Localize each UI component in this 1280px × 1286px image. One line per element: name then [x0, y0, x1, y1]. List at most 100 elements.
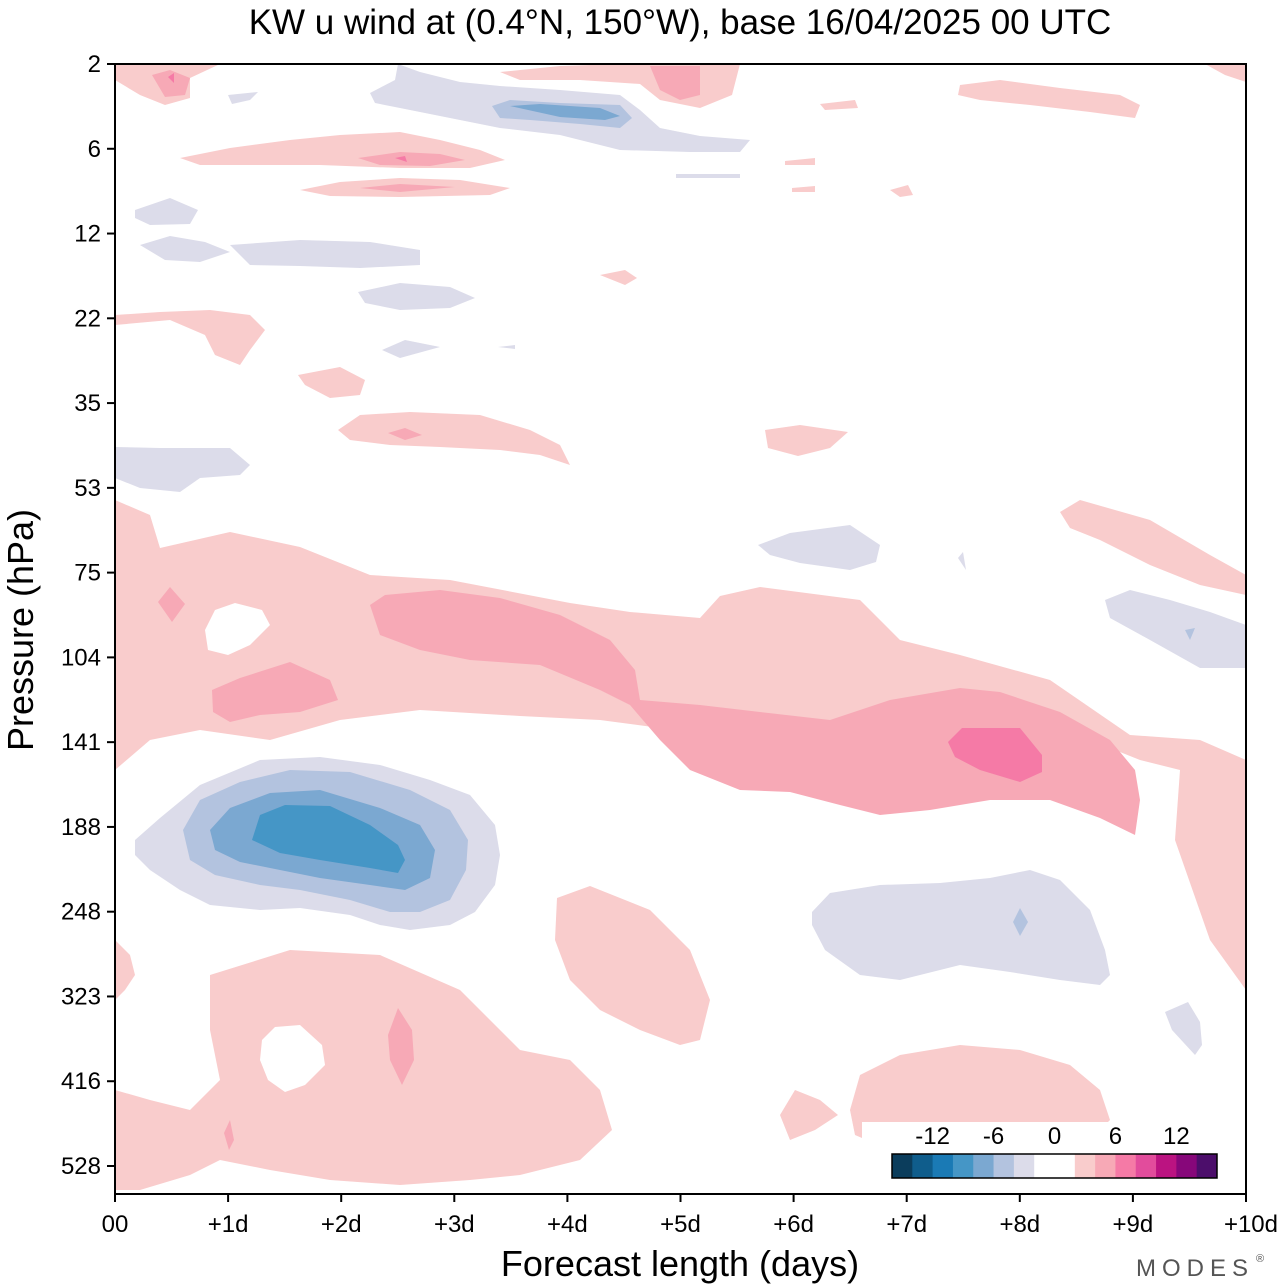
contour-pos1-8hpa-dot-c: [890, 185, 913, 197]
colorbar-cell: [912, 1154, 934, 1178]
colorbar-cell: [973, 1154, 995, 1178]
colorbar-tick-label: -12: [915, 1123, 950, 1150]
y-tick-label: 53: [74, 475, 101, 502]
contour-pos1-left-edge-blob: [115, 940, 135, 1000]
chart-title: KW u wind at (0.4°N, 150°W), base 16/04/…: [249, 3, 1112, 42]
colorbar-tick-label: 12: [1163, 1123, 1190, 1150]
contour-neg1-17hpa: [358, 283, 475, 310]
contour-pos1-lower-left-blob: [115, 950, 612, 1190]
x-axis: 00 +1d +2d +3d +4d +5d +6d +7d +8d +9d +10d: [102, 1194, 1278, 1238]
contour-pos1-35hpa-blob: [338, 412, 570, 465]
contour-pos3-top-left-dot: [168, 73, 174, 83]
contour-pos2-small-left: [158, 587, 185, 622]
contour-neg1-12hpa-a: [140, 236, 230, 262]
y-axis-label: Pressure (hPa): [0, 509, 41, 751]
y-tick-label: 6: [88, 136, 101, 163]
contour-pos1-mid-blob: [555, 886, 710, 1045]
contour-neg3-top: [510, 104, 620, 120]
y-axis: 2 6 12 22 35 53 75 104 141 188 248 323 416 528: [61, 51, 115, 1180]
x-tick-label: +2d: [321, 1211, 362, 1238]
y-tick-label: 22: [74, 305, 101, 332]
contour-pos1-small-top: [820, 100, 858, 110]
contour-neg2-248hpa-dot: [1013, 908, 1028, 936]
y-tick-label: 35: [74, 390, 101, 417]
contour-neg1-90hpa-right: [1105, 590, 1246, 668]
colorbar-tick-label: -6: [983, 1123, 1004, 1150]
contour-pos3-6hpa-dot: [395, 156, 407, 162]
colorbar-cell: [993, 1154, 1015, 1178]
contour-pos1-8hpa-dot-a: [785, 158, 815, 165]
contour-neg1-53hpa: [115, 447, 250, 492]
contour-pos2-top-mid: [650, 66, 700, 100]
brand-registered-mark: ®: [1256, 1253, 1264, 1265]
contour-pos2-6hpa: [358, 152, 465, 166]
contour-pos1-35hpa-right: [765, 425, 848, 456]
contour-pos1-22hpa-band: [115, 310, 265, 365]
contour-neg4-core: [252, 805, 405, 873]
colorbar-cell: [932, 1154, 954, 1178]
contour-neg1-80hpa-dot: [958, 552, 966, 570]
y-tick-label: 416: [61, 1068, 101, 1095]
contour-pos2-416hpa: [224, 1120, 234, 1150]
colorbar-cell: [1135, 1154, 1157, 1178]
y-tick-label: 141: [61, 729, 101, 756]
positive-level-1-regions: [115, 64, 1246, 1190]
y-tick-label: 104: [61, 644, 101, 671]
contour-pos1-small-blob: [780, 1090, 838, 1140]
x-tick-label: +9d: [1113, 1211, 1154, 1238]
brand-text: MODES: [1136, 1255, 1254, 1282]
y-tick-label: 12: [74, 221, 101, 248]
contour-pos1-14hpa-dot: [600, 270, 637, 285]
brand-logo: MODES ®: [1136, 1253, 1264, 1282]
x-tick-label: +6d: [773, 1211, 814, 1238]
x-tick-label: +3d: [434, 1211, 475, 1238]
x-tick-label: +5d: [660, 1211, 701, 1238]
colorbar-frame: [891, 1153, 1218, 1179]
positive-level-3-regions: [168, 73, 1042, 782]
x-tick-label: +8d: [999, 1211, 1040, 1238]
colorbar-cell: [1196, 1154, 1218, 1178]
colorbar-tick-label: 0: [1048, 1123, 1061, 1150]
x-axis-label: Forecast length (days): [501, 1243, 859, 1284]
x-tick-label: +4d: [547, 1211, 588, 1238]
x-tick-label: +1d: [208, 1211, 249, 1238]
contour-neg1-12hpa-b: [230, 240, 420, 268]
contour-neg1-10hpa: [135, 198, 198, 225]
hole-lower-left: [260, 1025, 325, 1092]
contour-pos1-29hpa-blob: [298, 367, 365, 398]
colorbar-labels: -12 -6 0 6 12: [915, 1123, 1189, 1150]
y-tick-label: 188: [61, 814, 101, 841]
y-tick-label: 528: [61, 1153, 101, 1180]
hole-upper-left: [205, 603, 270, 655]
x-tick-label: +7d: [886, 1211, 927, 1238]
contour-neg2-100hpa-dot: [1185, 628, 1195, 640]
contour-pos2-main-band: [370, 590, 1140, 835]
contour-pos2-left-blob: [212, 662, 338, 722]
contour-pos2-388hpa: [388, 1008, 414, 1085]
contour-fills: [115, 64, 1246, 1190]
colorbar-cell: [1156, 1154, 1177, 1178]
x-tick-label: +10d: [1224, 1211, 1278, 1238]
colorbar: -12 -6 0 6 12: [862, 1122, 1242, 1186]
contour-pos1-8hpa-dot-b: [792, 186, 815, 192]
contour-pos2-8hpa: [360, 184, 455, 192]
colorbar-tick-label: 6: [1109, 1123, 1122, 1150]
y-tick-label: 2: [88, 51, 101, 78]
contour-neg1-27hpa: [382, 340, 440, 358]
contour-pos1-top-right-band: [958, 80, 1140, 118]
colorbar-cell: [1115, 1154, 1137, 1178]
contour-neg1-right: [812, 870, 1110, 985]
contour-pos1-6hpa-band: [180, 132, 505, 168]
colorbar-cell: [1013, 1154, 1035, 1178]
contour-neg1-8hpa-line: [676, 174, 740, 178]
contour-pos2-top-left: [152, 70, 190, 97]
colorbar-cell: [892, 1154, 913, 1178]
contour-pos2-35hpa: [388, 428, 422, 440]
contour-neg1-75hpa: [758, 525, 880, 570]
y-tick-label: 75: [74, 560, 101, 587]
contour-pos1-upper-right-band: [1060, 500, 1246, 595]
contour-pos3-141hpa-max: [948, 728, 1042, 782]
positive-level-2-regions: [152, 66, 1140, 1150]
y-tick-label: 323: [61, 983, 101, 1010]
